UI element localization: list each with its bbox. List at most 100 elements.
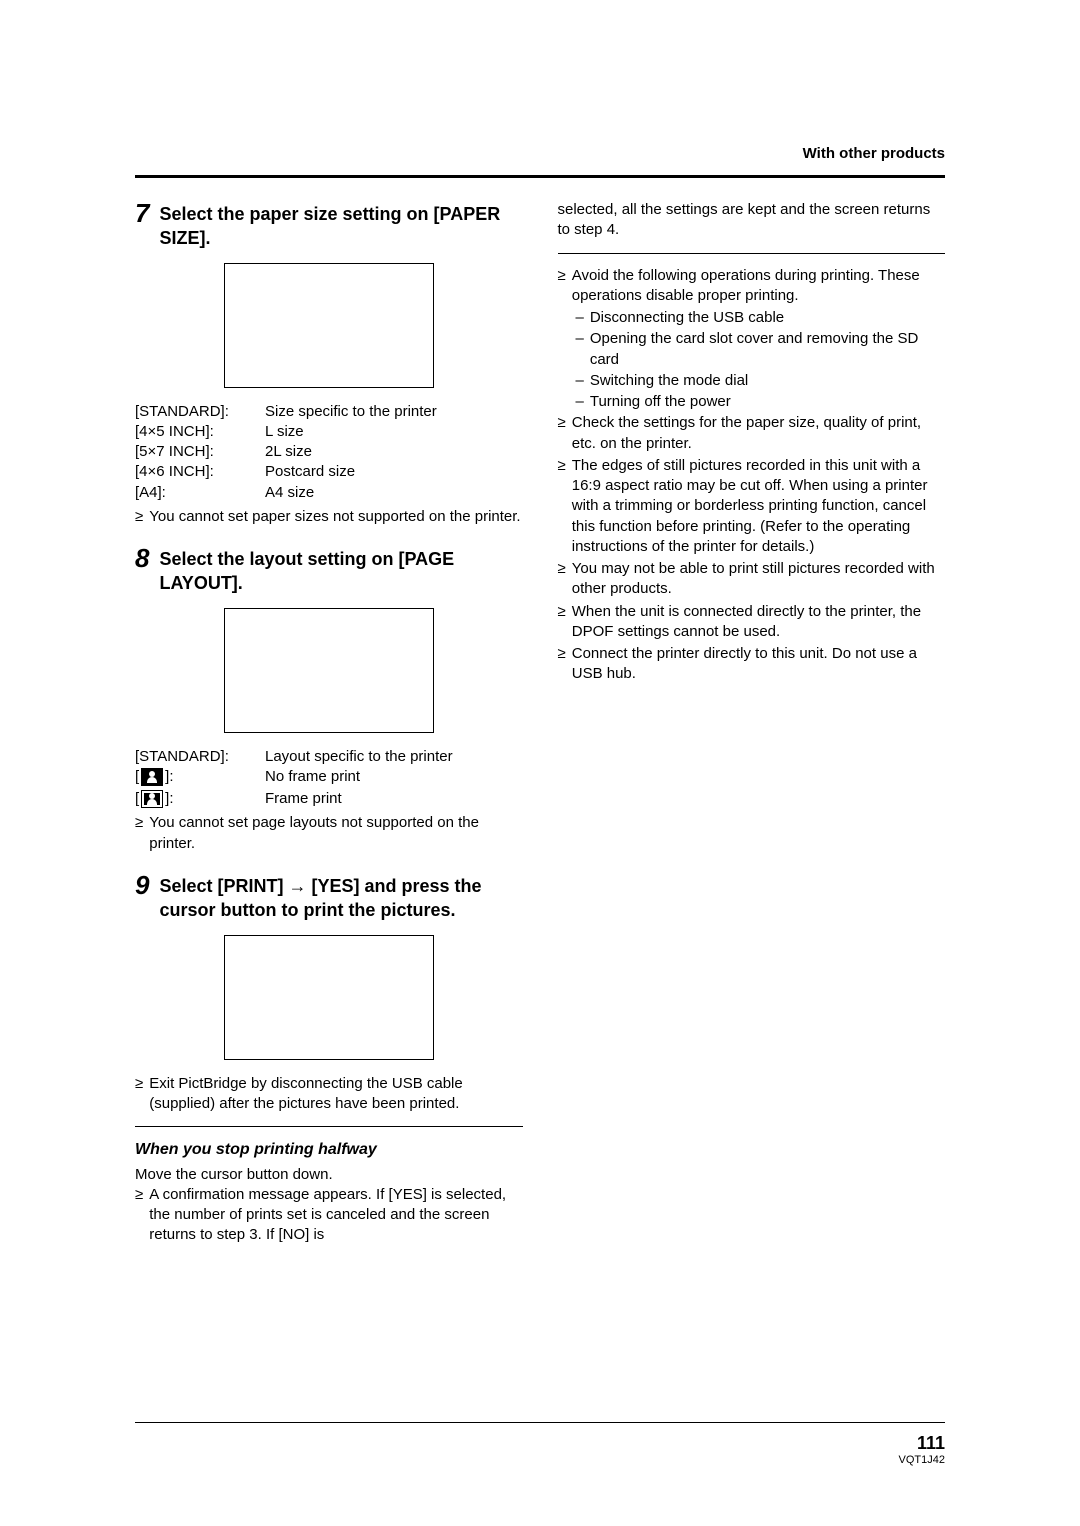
note-edges: ≥ The edges of still pictures recorded i… — [558, 456, 946, 557]
note-text: You may not be able to print still pictu… — [572, 559, 945, 600]
size-value: A4 size — [265, 483, 523, 503]
bullet-dot: ≥ — [135, 813, 143, 854]
section-header: With other products — [803, 145, 945, 162]
bullet-dot: ≥ — [558, 644, 566, 685]
size-value: Postcard size — [265, 462, 523, 482]
size-value: Size specific to the printer — [265, 402, 523, 422]
step-9-figure — [224, 935, 434, 1060]
divider — [135, 1126, 523, 1127]
note-text: The edges of still pictures recorded in … — [572, 456, 945, 557]
sub-text: Switching the mode dial — [590, 371, 945, 391]
step-7-figure — [224, 263, 434, 388]
dash: – — [576, 392, 584, 412]
sub-note: – Disconnecting the USB cable — [558, 308, 946, 328]
note-text: Check the settings for the paper size, q… — [572, 413, 945, 454]
dash: – — [576, 308, 584, 328]
header-rule — [135, 175, 945, 178]
table-row: [5×7 INCH]: 2L size — [135, 442, 523, 462]
step-9-note: ≥ Exit PictBridge by disconnecting the U… — [135, 1074, 523, 1115]
table-row: [ ]: No frame print — [135, 767, 523, 787]
step-8-heading: 8 Select the layout setting on [PAGE LAY… — [135, 545, 523, 596]
note-text: Connect the printer directly to this uni… — [572, 644, 945, 685]
step-7-title: Select the paper size setting on [PAPER … — [159, 200, 522, 251]
step-9-number: 9 — [135, 872, 149, 898]
size-label: [4×6 INCH]: — [135, 462, 265, 482]
bullet-dot: ≥ — [135, 1074, 143, 1115]
table-row: [4×5 INCH]: L size — [135, 422, 523, 442]
paper-size-table: [STANDARD]: Size specific to the printer… — [135, 402, 523, 503]
layout-value: Frame print — [265, 789, 523, 809]
page-number: 111 — [135, 1433, 945, 1454]
divider — [558, 253, 946, 254]
bullet-dot: ≥ — [558, 266, 566, 307]
size-value: 2L size — [265, 442, 523, 462]
layout-value: Layout specific to the printer — [265, 747, 523, 767]
size-label: [A4]: — [135, 483, 265, 503]
no-frame-icon — [141, 768, 163, 786]
continued-text: selected, all the settings are kept and … — [558, 200, 946, 241]
step-8-figure — [224, 608, 434, 733]
layout-value: No frame print — [265, 767, 523, 787]
note-avoid: ≥ Avoid the following operations during … — [558, 266, 946, 307]
size-value: L size — [265, 422, 523, 442]
footer-rule — [135, 1422, 945, 1423]
step-9-title: Select [PRINT] → [YES] and press the cur… — [159, 872, 522, 923]
sub-note: – Turning off the power — [558, 392, 946, 412]
note-text: You cannot set paper sizes not supported… — [149, 507, 522, 527]
step-9-heading: 9 Select [PRINT] → [YES] and press the c… — [135, 872, 523, 923]
size-label: [5×7 INCH]: — [135, 442, 265, 462]
content-columns: 7 Select the paper size setting on [PAPE… — [135, 200, 945, 1248]
note-dpof: ≥ When the unit is connected directly to… — [558, 602, 946, 643]
stop-note: ≥ A confirmation message appears. If [YE… — [135, 1185, 523, 1246]
step-8-note: ≥ You cannot set page layouts not suppor… — [135, 813, 523, 854]
dash: – — [576, 371, 584, 391]
note-text: Avoid the following operations during pr… — [572, 266, 945, 307]
layout-table: [STANDARD]: Layout specific to the print… — [135, 747, 523, 810]
table-row: [A4]: A4 size — [135, 483, 523, 503]
left-column: 7 Select the paper size setting on [PAPE… — [135, 200, 523, 1248]
bullet-dot: ≥ — [558, 559, 566, 600]
frame-icon — [141, 790, 163, 808]
bullet-dot: ≥ — [558, 413, 566, 454]
right-column: selected, all the settings are kept and … — [558, 200, 946, 1248]
bracket-close: ]: — [165, 767, 173, 787]
table-row: [STANDARD]: Size specific to the printer — [135, 402, 523, 422]
sub-text: Disconnecting the USB cable — [590, 308, 945, 328]
bracket-open: [ — [135, 767, 139, 787]
page-footer: 111 VQT1J42 — [135, 1422, 945, 1466]
note-text: Exit PictBridge by disconnecting the USB… — [149, 1074, 522, 1115]
step-7-note: ≥ You cannot set paper sizes not support… — [135, 507, 523, 527]
stop-instruction: Move the cursor button down. — [135, 1165, 523, 1185]
step-8-title: Select the layout setting on [PAGE LAYOU… — [159, 545, 522, 596]
table-row: [4×6 INCH]: Postcard size — [135, 462, 523, 482]
sub-text: Opening the card slot cover and removing… — [590, 329, 945, 370]
sub-text: Turning off the power — [590, 392, 945, 412]
table-row: [ ]: Frame print — [135, 789, 523, 809]
layout-label: [STANDARD]: — [135, 747, 265, 767]
size-label: [4×5 INCH]: — [135, 422, 265, 442]
step-8-number: 8 — [135, 545, 149, 571]
bracket-open: [ — [135, 789, 139, 809]
note-check: ≥ Check the settings for the paper size,… — [558, 413, 946, 454]
layout-icon-label: [ ]: — [135, 767, 265, 787]
stop-heading: When you stop printing halfway — [135, 1139, 523, 1161]
document-code: VQT1J42 — [135, 1454, 945, 1466]
bullet-dot: ≥ — [135, 1185, 143, 1246]
layout-icon-label: [ ]: — [135, 789, 265, 809]
step-7-number: 7 — [135, 200, 149, 226]
note-text: You cannot set page layouts not supporte… — [149, 813, 522, 854]
note-hub: ≥ Connect the printer directly to this u… — [558, 644, 946, 685]
size-label: [STANDARD]: — [135, 402, 265, 422]
bullet-dot: ≥ — [558, 456, 566, 557]
note-maynot: ≥ You may not be able to print still pic… — [558, 559, 946, 600]
dash: – — [576, 329, 584, 370]
note-text: A confirmation message appears. If [YES]… — [149, 1185, 522, 1246]
sub-note: – Switching the mode dial — [558, 371, 946, 391]
table-row: [STANDARD]: Layout specific to the print… — [135, 747, 523, 767]
sub-note: – Opening the card slot cover and removi… — [558, 329, 946, 370]
bracket-close: ]: — [165, 789, 173, 809]
step-7-heading: 7 Select the paper size setting on [PAPE… — [135, 200, 523, 251]
bullet-dot: ≥ — [135, 507, 143, 527]
bullet-dot: ≥ — [558, 602, 566, 643]
note-text: When the unit is connected directly to t… — [572, 602, 945, 643]
